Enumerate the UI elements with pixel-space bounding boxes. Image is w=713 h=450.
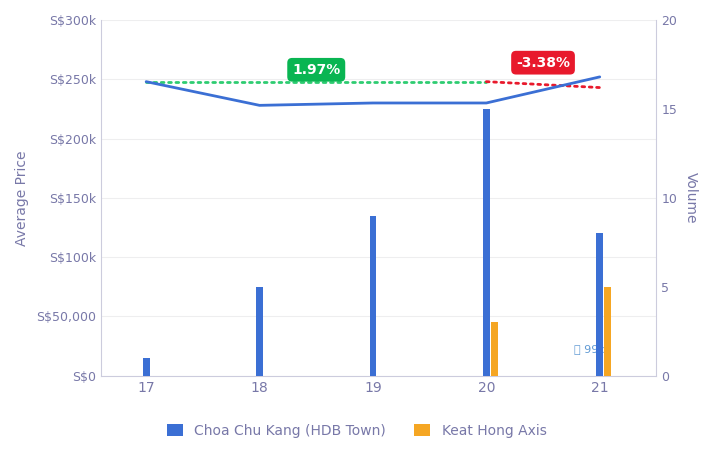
Bar — [143, 358, 150, 376]
Bar — [256, 287, 263, 376]
Text: 📍 99co: 📍 99co — [574, 344, 611, 354]
Y-axis label: Volume: Volume — [684, 172, 698, 224]
Y-axis label: Average Price: Average Price — [15, 150, 29, 246]
Bar — [596, 234, 603, 376]
Legend: Choa Chu Kang (HDB Town), Keat Hong Axis: Choa Chu Kang (HDB Town), Keat Hong Axis — [161, 418, 552, 443]
Bar — [605, 287, 611, 376]
Bar — [483, 109, 490, 376]
Bar — [491, 322, 498, 376]
Bar — [369, 216, 376, 376]
Text: 1.97%: 1.97% — [292, 63, 340, 77]
Text: -3.38%: -3.38% — [516, 56, 570, 70]
